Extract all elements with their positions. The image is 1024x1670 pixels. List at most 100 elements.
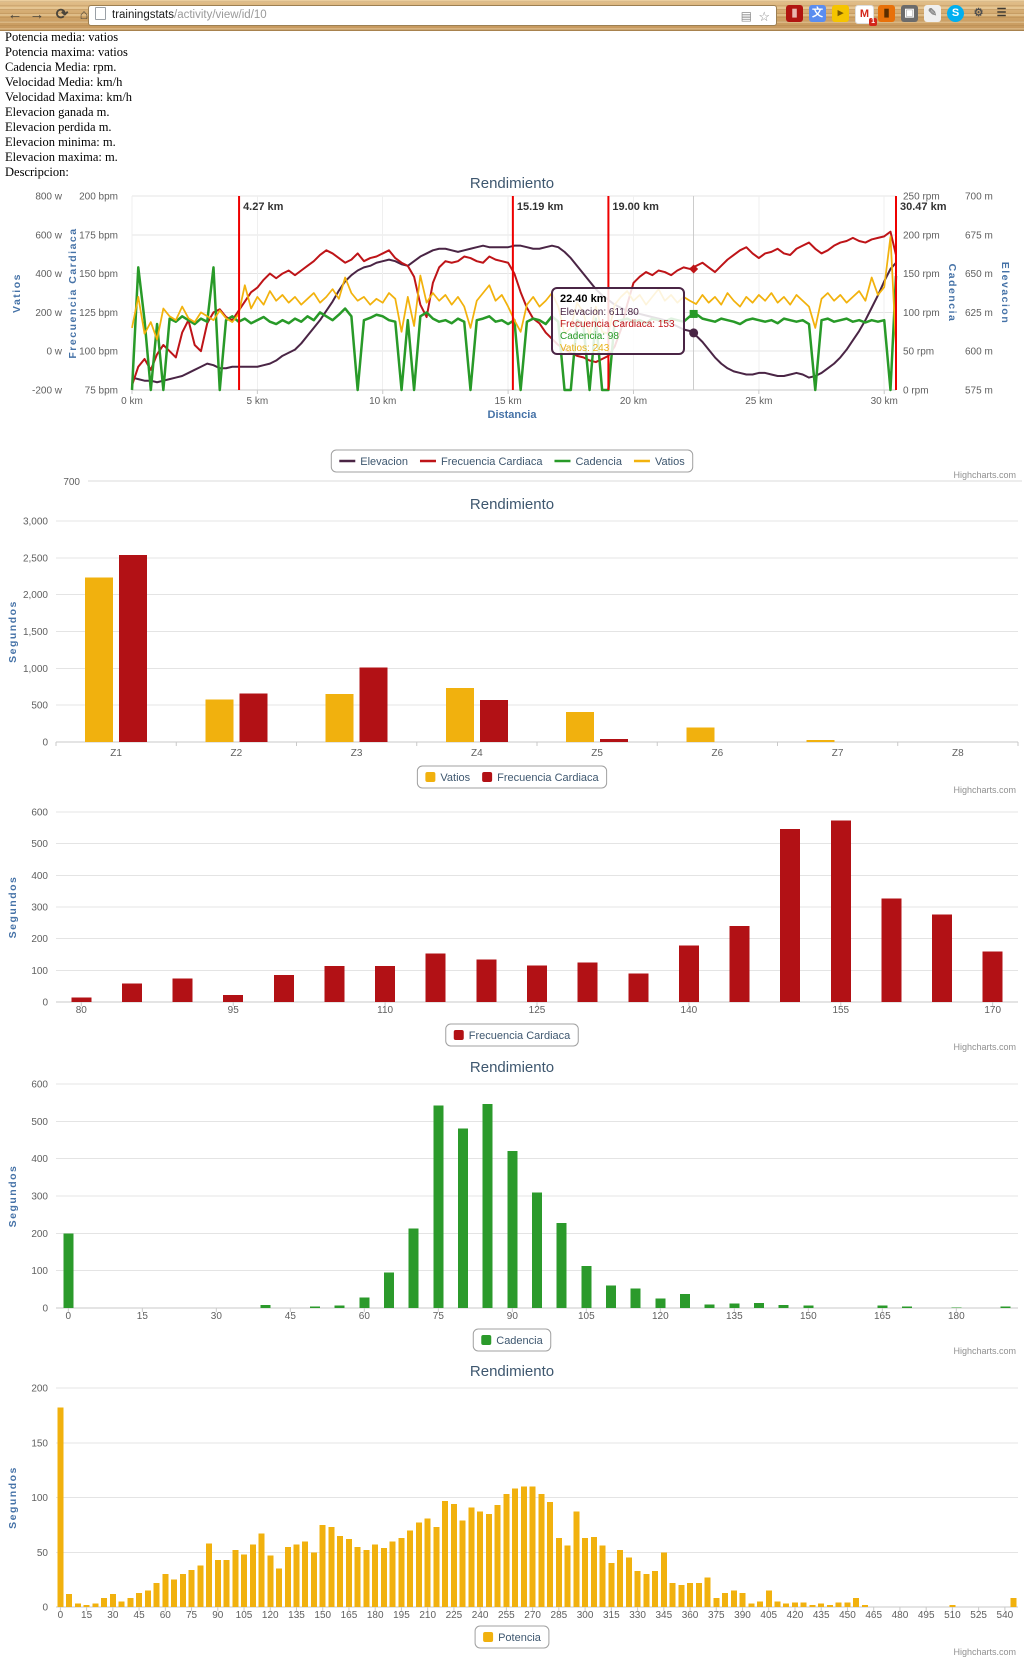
bar-potencia[interactable] — [520, 1486, 527, 1607]
bar-potencia[interactable] — [826, 1604, 833, 1607]
bar-potencia[interactable] — [66, 1593, 73, 1607]
legend-item-potencia[interactable]: Potencia — [483, 1632, 542, 1644]
bar-frecuencia-cardiaca[interactable] — [628, 973, 649, 1003]
bar-frecuencia-cardiaca[interactable] — [121, 983, 142, 1002]
highcharts-credit[interactable]: Highcharts.com — [953, 470, 1016, 480]
bar-potencia[interactable] — [389, 1541, 396, 1607]
bar-potencia[interactable] — [197, 1565, 204, 1607]
bar-cadencia[interactable] — [334, 1305, 345, 1308]
bar-potencia[interactable] — [485, 1513, 492, 1607]
bar-cadencia[interactable] — [408, 1228, 419, 1308]
red-bookmark-extension-icon[interactable]: ▮ — [786, 5, 803, 22]
bookmark-star-icon[interactable]: ☆ — [758, 9, 770, 24]
bar-potencia[interactable] — [730, 1590, 737, 1607]
bar-potencia[interactable] — [608, 1563, 615, 1607]
bar-potencia[interactable] — [678, 1585, 685, 1607]
bar-potencia[interactable] — [74, 1603, 81, 1607]
refresh-button[interactable]: ⟳ — [55, 6, 69, 23]
bar-frecuencia-cardiaca[interactable] — [881, 898, 902, 1002]
bar-potencia[interactable] — [722, 1592, 729, 1607]
bar-potencia[interactable] — [582, 1538, 589, 1607]
bar-vatios[interactable] — [686, 727, 715, 742]
bar-potencia[interactable] — [809, 1604, 816, 1607]
bar-potencia[interactable] — [241, 1554, 248, 1607]
bar-cadencia[interactable] — [556, 1222, 567, 1308]
bar-cadencia[interactable] — [704, 1304, 715, 1308]
bar-vatios[interactable] — [806, 739, 835, 742]
bar-potencia[interactable] — [494, 1505, 501, 1607]
bar-potencia[interactable] — [214, 1559, 221, 1607]
bar-potencia[interactable] — [791, 1602, 798, 1607]
bar-potencia[interactable] — [774, 1601, 781, 1607]
bar-potencia[interactable] — [153, 1582, 160, 1607]
bar-potencia[interactable] — [800, 1602, 807, 1607]
camera-extension-icon[interactable]: ▣ — [901, 5, 918, 22]
legend-item-cadencia[interactable]: Cadencia — [554, 456, 623, 468]
bar-cadencia[interactable] — [877, 1305, 888, 1308]
bar-potencia[interactable] — [206, 1543, 213, 1607]
bar-potencia[interactable] — [617, 1550, 624, 1607]
bar-potencia[interactable] — [258, 1533, 265, 1607]
bar-potencia[interactable] — [136, 1592, 143, 1607]
legend-item-elevacion[interactable]: Elevacion — [339, 456, 408, 468]
bar-frecuencia-cardiaca[interactable] — [324, 966, 345, 1002]
bar-potencia[interactable] — [276, 1568, 283, 1607]
bar-cadencia[interactable] — [581, 1265, 592, 1308]
settings-gear-icon[interactable]: ⚙ — [973, 7, 984, 19]
bar-potencia[interactable] — [634, 1570, 641, 1607]
legend-item-frecuencia-cardiaca[interactable]: Frecuencia Cardiaca — [453, 1030, 571, 1042]
bar-potencia[interactable] — [223, 1559, 230, 1607]
bar-frecuencia-cardiaca[interactable] — [600, 739, 629, 742]
bar-potencia[interactable] — [1010, 1598, 1017, 1607]
forward-button[interactable]: → — [29, 6, 45, 23]
bar-potencia[interactable] — [345, 1539, 352, 1607]
bar-potencia[interactable] — [564, 1545, 571, 1607]
bar-cadencia[interactable] — [803, 1305, 814, 1308]
bar-frecuencia-cardiaca[interactable] — [932, 914, 953, 1002]
bar-cadencia[interactable] — [754, 1303, 764, 1308]
bar-frecuencia-cardiaca[interactable] — [425, 953, 446, 1002]
bar-potencia[interactable] — [433, 1527, 440, 1607]
bar-frecuencia-cardiaca[interactable] — [476, 959, 497, 1002]
bar-frecuencia-cardiaca[interactable] — [172, 978, 193, 1002]
bar-potencia[interactable] — [713, 1598, 720, 1607]
bar-cadencia[interactable] — [532, 1192, 542, 1308]
bar-frecuencia-cardiaca[interactable] — [479, 700, 508, 742]
bar-potencia[interactable] — [92, 1603, 99, 1607]
bar-potencia[interactable] — [468, 1507, 475, 1607]
bar-potencia[interactable] — [109, 1593, 116, 1607]
bar-potencia[interactable] — [380, 1547, 387, 1607]
bar-frecuencia-cardiaca[interactable] — [982, 951, 1003, 1002]
legend-item-vatios[interactable]: Vatios — [633, 456, 685, 468]
bar-potencia[interactable] — [835, 1602, 842, 1607]
bar-potencia[interactable] — [844, 1602, 851, 1607]
bar-potencia[interactable] — [765, 1590, 772, 1607]
legend-item-frecuencia-cardiaca[interactable]: Frecuencia Cardiaca — [482, 772, 600, 784]
bar-potencia[interactable] — [695, 1582, 702, 1607]
bar-potencia[interactable] — [372, 1544, 379, 1607]
highcharts-credit[interactable]: Highcharts.com — [953, 785, 1016, 795]
bar-frecuencia-cardiaca[interactable] — [780, 828, 801, 1002]
bar-vatios[interactable] — [85, 577, 114, 742]
bar-potencia[interactable] — [949, 1604, 956, 1607]
bar-potencia[interactable] — [232, 1550, 239, 1607]
bar-potencia[interactable] — [599, 1545, 606, 1607]
bar-vatios[interactable] — [325, 694, 354, 742]
bar-potencia[interactable] — [188, 1569, 195, 1607]
bar-cadencia[interactable] — [606, 1285, 616, 1308]
bar-cadencia[interactable] — [630, 1288, 641, 1308]
bar-frecuencia-cardiaca[interactable] — [729, 926, 750, 1002]
bar-potencia[interactable] — [783, 1603, 790, 1607]
bar-cadencia[interactable] — [63, 1233, 74, 1308]
back-button[interactable]: ← — [7, 6, 23, 23]
bar-potencia[interactable] — [267, 1555, 274, 1607]
bar-cadencia[interactable] — [729, 1303, 740, 1308]
bar-potencia[interactable] — [757, 1601, 764, 1607]
bar-frecuencia-cardiaca[interactable] — [273, 975, 294, 1002]
bar-potencia[interactable] — [529, 1486, 536, 1607]
bar-potencia[interactable] — [573, 1511, 580, 1607]
bar-cadencia[interactable] — [482, 1104, 493, 1308]
bar-frecuencia-cardiaca[interactable] — [830, 820, 851, 1002]
bar-frecuencia-cardiaca[interactable] — [239, 693, 268, 742]
address-bar[interactable]: trainingstats/activity/view/id/10 ▤ ☆ — [88, 5, 777, 26]
